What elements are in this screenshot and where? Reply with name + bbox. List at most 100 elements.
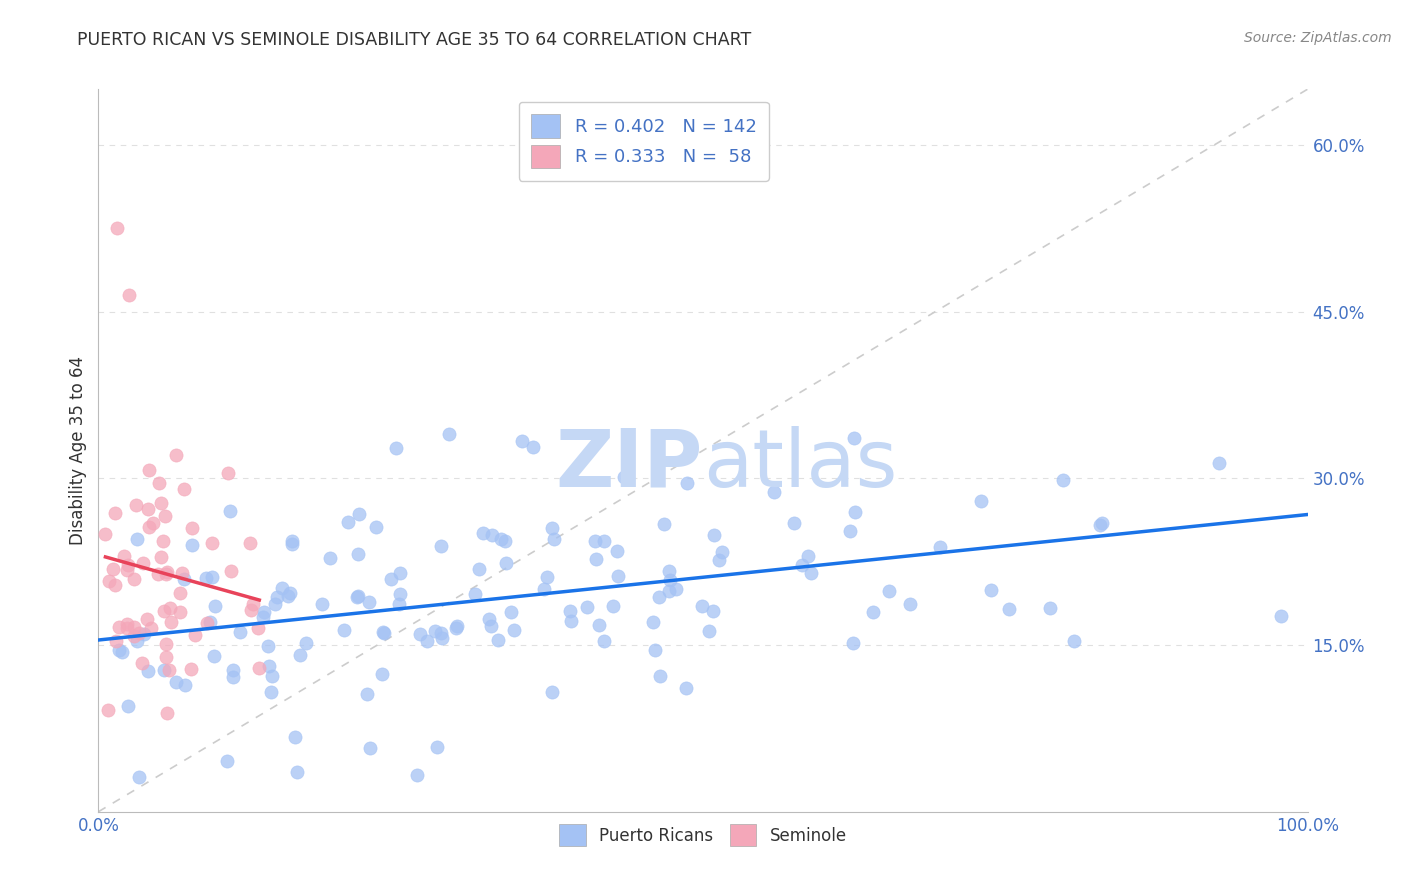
Point	[128, 626, 150, 640]
Point	[138, 463, 160, 477]
Point	[155, 566, 177, 581]
Point	[242, 597, 264, 611]
Point	[898, 597, 921, 611]
Point	[157, 664, 180, 678]
Point	[710, 544, 733, 558]
Point	[478, 612, 501, 626]
Point	[533, 582, 555, 596]
Point	[138, 519, 160, 533]
Point	[152, 534, 174, 549]
Point	[260, 684, 283, 698]
Point	[288, 648, 311, 662]
Point	[583, 534, 606, 549]
Point	[641, 615, 664, 629]
Point	[165, 674, 187, 689]
Point	[607, 569, 630, 583]
Point	[333, 623, 356, 637]
Point	[426, 740, 449, 755]
Point	[502, 623, 524, 637]
Point	[262, 669, 284, 683]
Point	[980, 582, 1002, 597]
Point	[347, 547, 370, 561]
Point	[648, 590, 671, 604]
Point	[122, 620, 145, 634]
Point	[929, 540, 952, 554]
Point	[1052, 473, 1074, 487]
Point	[652, 517, 675, 532]
Point	[644, 643, 666, 657]
Point	[491, 532, 513, 546]
Point	[117, 558, 139, 573]
Point	[494, 534, 516, 549]
Point	[270, 581, 292, 595]
Point	[104, 578, 127, 592]
Point	[659, 573, 682, 587]
Point	[311, 597, 333, 611]
Point	[319, 551, 342, 566]
Point	[239, 536, 262, 550]
Point	[1208, 456, 1230, 470]
Point	[142, 516, 165, 530]
Legend: Puerto Ricans, Seminole: Puerto Ricans, Seminole	[547, 813, 859, 857]
Point	[430, 539, 453, 553]
Point	[127, 532, 149, 546]
Point	[676, 476, 699, 491]
Point	[558, 604, 581, 618]
Point	[107, 642, 129, 657]
Point	[405, 768, 427, 782]
Point	[998, 601, 1021, 615]
Point	[153, 663, 176, 677]
Point	[218, 504, 240, 518]
Point	[337, 515, 360, 529]
Point	[665, 582, 688, 597]
Point	[1270, 609, 1292, 624]
Point	[658, 583, 681, 598]
Point	[150, 496, 173, 510]
Point	[115, 564, 138, 578]
Point	[658, 565, 681, 579]
Point	[172, 566, 194, 580]
Point	[200, 615, 222, 630]
Point	[430, 625, 453, 640]
Point	[593, 634, 616, 648]
Point	[592, 534, 614, 549]
Point	[481, 528, 503, 542]
Point	[371, 624, 394, 639]
Point	[1063, 633, 1085, 648]
Point	[842, 636, 865, 650]
Point	[602, 599, 624, 613]
Point	[136, 612, 159, 626]
Point	[278, 586, 301, 600]
Point	[280, 534, 302, 549]
Point	[675, 681, 697, 696]
Point	[173, 572, 195, 586]
Point	[115, 621, 138, 635]
Point	[702, 604, 724, 618]
Text: atlas: atlas	[703, 425, 897, 504]
Point	[204, 599, 226, 613]
Point	[165, 448, 187, 462]
Point	[585, 552, 607, 566]
Point	[112, 549, 135, 563]
Point	[346, 589, 368, 603]
Point	[510, 434, 533, 449]
Point	[796, 549, 818, 564]
Point	[148, 476, 170, 491]
Point	[464, 587, 486, 601]
Point	[430, 631, 453, 645]
Point	[346, 590, 368, 604]
Point	[104, 634, 127, 648]
Point	[181, 538, 204, 552]
Point	[347, 507, 370, 521]
Point	[588, 617, 610, 632]
Point	[122, 629, 145, 643]
Point	[839, 524, 862, 538]
Point	[202, 648, 225, 663]
Point	[264, 598, 287, 612]
Text: PUERTO RICAN VS SEMINOLE DISABILITY AGE 35 TO 64 CORRELATION CHART: PUERTO RICAN VS SEMINOLE DISABILITY AGE …	[77, 31, 752, 49]
Point	[792, 558, 814, 573]
Point	[156, 706, 179, 720]
Text: ZIP: ZIP	[555, 425, 703, 504]
Point	[111, 645, 134, 659]
Point	[359, 595, 381, 609]
